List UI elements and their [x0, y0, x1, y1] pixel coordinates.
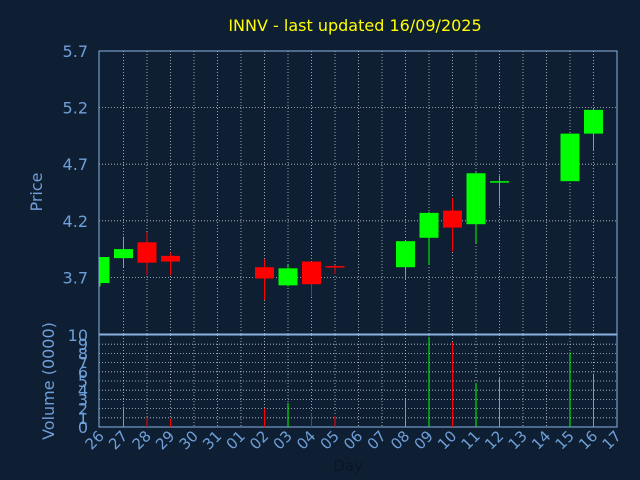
candle-body	[325, 266, 345, 268]
candle	[302, 261, 321, 297]
candle	[278, 264, 298, 287]
candle	[325, 264, 345, 275]
volume-tick-label: 7	[78, 354, 88, 373]
candle-body	[443, 210, 462, 228]
volume-tick-label: 0	[78, 418, 88, 437]
day-axis-label: Day	[333, 457, 363, 475]
volume-tick-label: 6	[78, 363, 88, 382]
day-axis: 2627282930310102030405060708091011121314…	[82, 427, 625, 453]
candle	[99, 257, 110, 287]
price-plot-frame	[98, 50, 618, 335]
volume-tick-label: 3	[78, 390, 88, 409]
candle-body	[490, 181, 509, 183]
volume-tick-label: 9	[78, 335, 88, 354]
candle	[161, 252, 180, 276]
candle	[255, 259, 274, 301]
volume-plot-frame	[98, 334, 618, 428]
candle	[419, 211, 439, 265]
candle-body	[560, 133, 580, 182]
price-tick-label: 3.7	[63, 268, 88, 287]
candle	[137, 232, 157, 276]
volume-tick-label: 1	[78, 409, 88, 428]
chart-title: INNV - last updated 16/09/2025	[228, 16, 481, 35]
volume-axis-label: Volume (0000)	[39, 322, 58, 440]
price-tick-label: 4.7	[63, 155, 88, 174]
volume-tick-label: 5	[78, 372, 88, 391]
candle-body	[466, 173, 486, 225]
volume-tick-label: 8	[78, 344, 88, 363]
candle-body	[114, 249, 133, 259]
candle	[114, 236, 133, 268]
candle-body	[278, 268, 298, 286]
candle-body	[419, 212, 439, 238]
candles	[99, 107, 603, 301]
price-tick-label: 5.7	[63, 42, 88, 61]
volume-tick-label: 10	[68, 326, 88, 345]
candle-body	[396, 241, 415, 268]
volume-grid	[99, 335, 617, 427]
volume-tick-label: 2	[78, 400, 88, 419]
candle	[490, 175, 509, 207]
price-tick-label: 5.2	[63, 99, 88, 118]
candle-body	[137, 242, 157, 263]
price-axis-label: Price	[27, 172, 46, 211]
volume-bars	[123, 336, 594, 427]
candle	[584, 107, 603, 151]
candle	[443, 198, 462, 252]
price-axis: 3.7 4.2 4.7 5.2 5.7	[63, 42, 88, 287]
candle-body	[302, 261, 321, 285]
candle-body	[100, 257, 110, 284]
price-tick-label: 4.2	[63, 212, 88, 231]
candle	[396, 241, 415, 280]
candle-body	[255, 267, 274, 279]
candle	[466, 172, 486, 244]
candle-body	[584, 109, 603, 134]
candle-body	[161, 255, 180, 262]
volume-tick-label: 4	[78, 381, 88, 400]
candle	[560, 133, 580, 182]
